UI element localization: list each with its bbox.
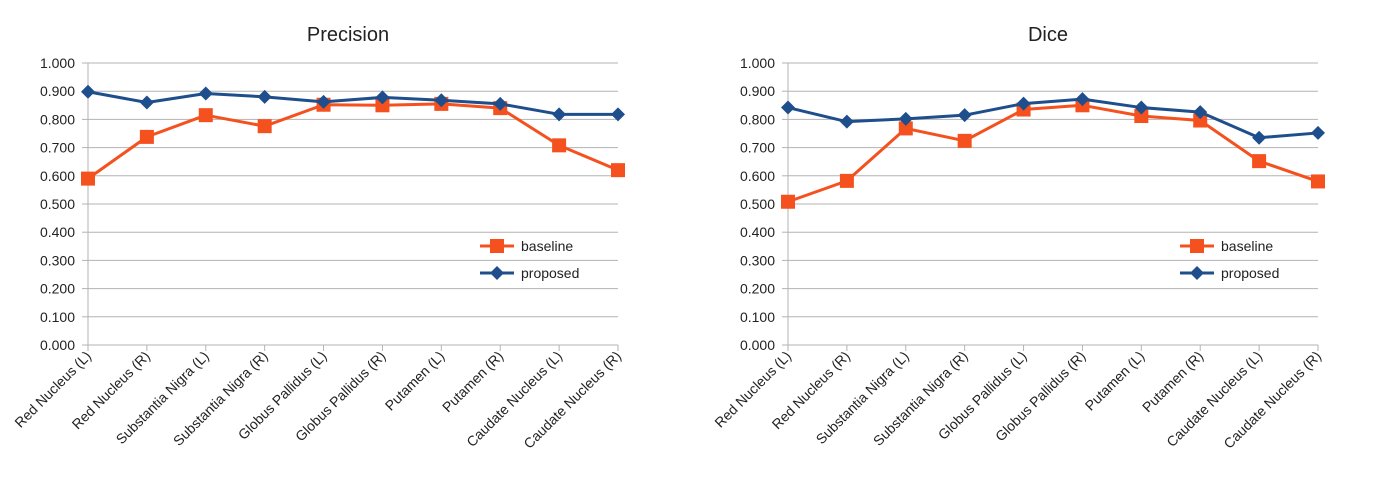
legend-label-proposed: proposed [1221,265,1279,281]
y-tick-label: 1.000 [40,55,75,71]
legend-marker-proposed [1190,266,1204,280]
data-point-proposed [1252,130,1267,145]
data-point-proposed [1016,96,1031,111]
y-tick-label: 0.200 [740,281,775,297]
series-line-baseline [787,103,1319,204]
x-tick-label: Putamen (L) [1082,348,1148,414]
data-point-proposed [611,107,625,122]
legend: baseline proposed [480,238,579,281]
y-tick-label: 0.300 [740,252,775,268]
data-point-proposed [493,96,508,111]
data-point-proposed [552,107,567,122]
legend-marker-proposed [490,266,504,280]
x-tick-label: Caudate Nucleus (R) [1220,348,1324,452]
series-proposed [781,92,1325,145]
data-point-proposed [375,90,390,105]
y-tick-label: 0.800 [40,111,75,127]
y-tick-label: 0.700 [740,140,775,156]
data-point-baseline [257,119,272,134]
data-point-proposed [839,114,854,129]
data-point-proposed [198,86,213,101]
series-line-proposed [87,90,618,116]
y-tick-label: 0.100 [740,309,775,325]
y-tick-label: 0.500 [740,196,775,212]
data-point-baseline [375,98,390,113]
y-tick-label: 0.500 [40,196,75,212]
x-tick-label: Putamen (L) [382,348,448,414]
data-point-proposed [1075,92,1090,107]
data-point-baseline [957,133,972,148]
data-point-proposed [434,93,449,108]
y-tick-label: 0.900 [40,83,75,99]
data-point-baseline [552,138,567,153]
y-tick-label: 0.600 [40,168,75,184]
data-point-proposed [1311,125,1325,140]
data-point-baseline [781,194,795,209]
y-tick-label: 0.700 [40,140,75,156]
data-point-proposed [81,84,95,99]
data-point-baseline [1134,109,1149,124]
data-point-proposed [957,108,972,123]
data-point-baseline [81,171,95,186]
chart-title: Precision [307,24,389,46]
data-point-proposed [898,111,913,126]
legend: baseline proposed [1180,238,1279,281]
y-tick-label: 0.100 [40,309,75,325]
legend-label-baseline: baseline [1221,238,1273,254]
gridlines [782,62,1318,346]
data-point-baseline [1193,113,1208,128]
series-baseline [781,98,1325,209]
y-tick-label: 0.200 [40,281,75,297]
legend-label-proposed: proposed [521,265,579,281]
data-point-baseline [1252,154,1267,169]
data-point-proposed [139,95,154,110]
chart-title: Dice [1028,24,1068,46]
y-tick-label: 0.600 [740,168,775,184]
series-proposed [81,84,625,122]
gridlines [82,62,618,346]
data-point-baseline [839,173,854,188]
data-point-baseline [1311,174,1325,189]
data-point-proposed [781,100,795,115]
data-point-proposed [316,94,331,109]
series-line-proposed [787,97,1319,140]
legend-marker-baseline [490,239,504,253]
data-point-proposed [1193,105,1208,120]
data-point-proposed [257,89,272,104]
data-point-baseline [139,129,154,144]
data-point-proposed [1134,100,1149,115]
y-tick-label: 0.000 [740,337,775,353]
data-point-baseline [198,108,213,123]
legend-label-baseline: baseline [521,238,573,254]
x-tick-label: Caudate Nucleus (R) [520,348,624,452]
y-tick-label: 0.400 [740,224,775,240]
legend-marker-baseline [1190,239,1204,253]
y-tick-label: 0.800 [740,111,775,127]
series-line-baseline [87,102,619,180]
y-tick-label: 0.400 [40,224,75,240]
precision-chart: Precision 0.000 0.100 0.200 0.300 0.400 0.500 0… [11,24,625,452]
y-tick-label: 1.000 [740,55,775,71]
y-tick-label: 0.900 [740,83,775,99]
data-point-baseline [611,163,625,178]
y-tick-label: 0.300 [40,252,75,268]
y-tick-label: 0.000 [40,337,75,353]
dice-chart: Dice 0.000 0.100 0.200 0.300 0.400 0.500 0.600 0… [711,24,1325,452]
data-point-baseline [898,121,913,136]
